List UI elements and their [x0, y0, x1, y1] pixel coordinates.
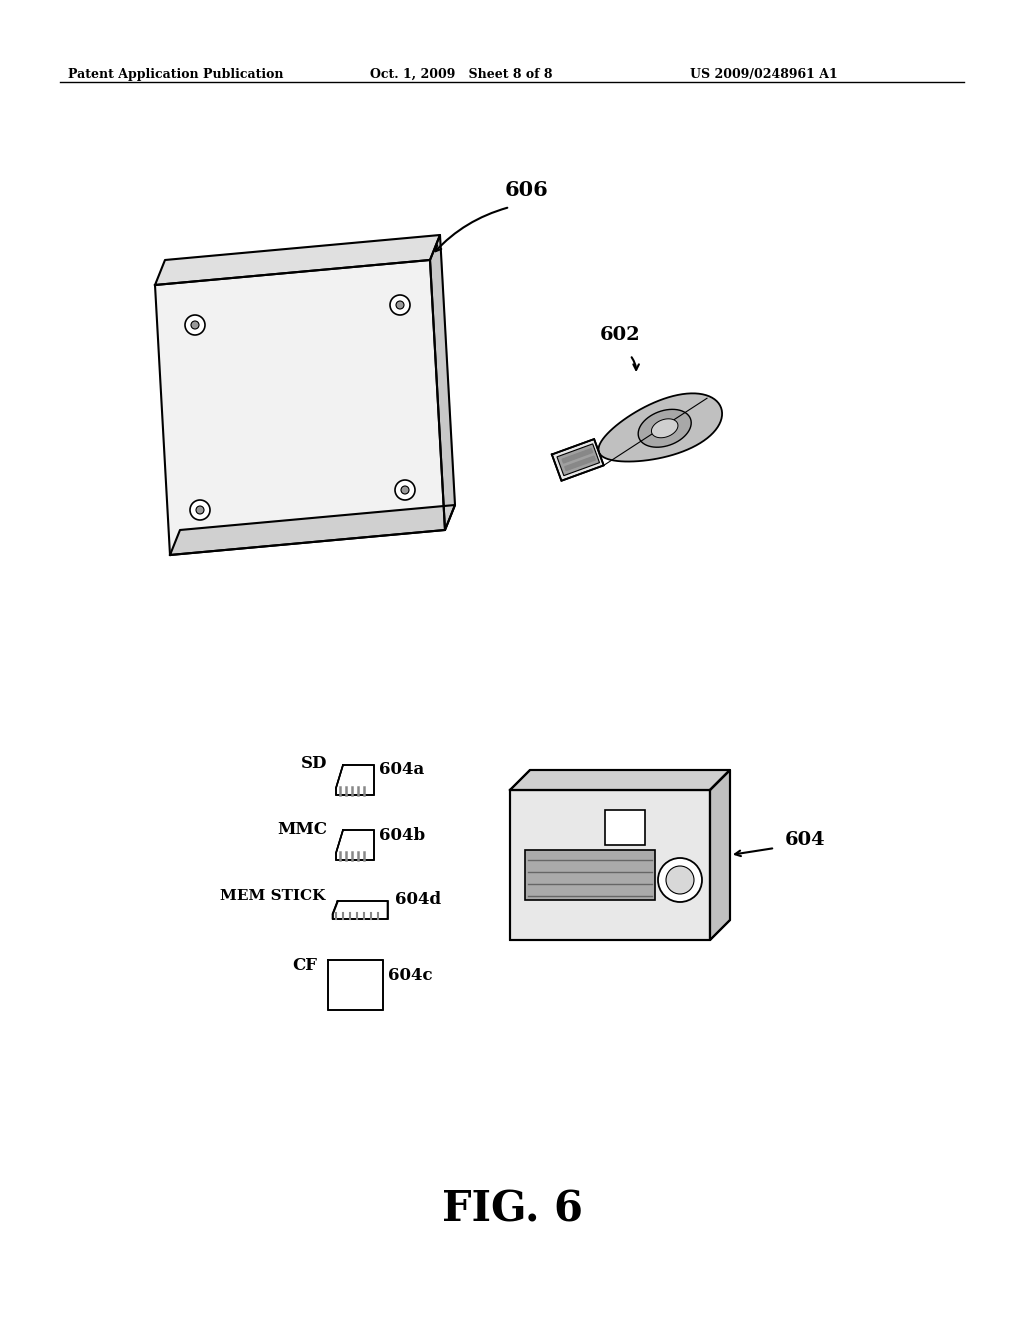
Circle shape [658, 858, 702, 902]
Circle shape [396, 301, 404, 309]
Circle shape [185, 315, 205, 335]
Text: US 2009/0248961 A1: US 2009/0248961 A1 [690, 69, 838, 81]
Polygon shape [510, 789, 710, 940]
Circle shape [401, 486, 409, 494]
Text: 602: 602 [600, 326, 641, 345]
Circle shape [196, 506, 204, 513]
Text: SD: SD [300, 755, 327, 772]
Text: 604: 604 [785, 832, 825, 849]
Text: 604c: 604c [388, 966, 432, 983]
Polygon shape [651, 418, 678, 438]
Polygon shape [638, 409, 691, 447]
Polygon shape [170, 506, 455, 554]
Polygon shape [525, 850, 655, 900]
Polygon shape [333, 902, 387, 919]
Text: CF: CF [292, 957, 317, 974]
Polygon shape [336, 766, 374, 795]
Polygon shape [336, 830, 374, 861]
Polygon shape [510, 770, 730, 789]
Circle shape [191, 321, 199, 329]
Text: 604a: 604a [379, 762, 424, 779]
Text: 606: 606 [505, 180, 549, 201]
Circle shape [190, 500, 210, 520]
Text: 604d: 604d [395, 891, 441, 908]
Text: MMC: MMC [278, 821, 327, 837]
Polygon shape [598, 393, 722, 462]
Polygon shape [552, 440, 604, 480]
Text: Oct. 1, 2009   Sheet 8 of 8: Oct. 1, 2009 Sheet 8 of 8 [370, 69, 553, 81]
Polygon shape [565, 457, 595, 470]
Circle shape [395, 480, 415, 500]
Text: 604b: 604b [379, 826, 425, 843]
Circle shape [666, 866, 694, 894]
Polygon shape [155, 235, 440, 285]
Polygon shape [562, 449, 593, 463]
Circle shape [390, 294, 410, 315]
Polygon shape [605, 810, 645, 845]
Text: FIG. 6: FIG. 6 [441, 1189, 583, 1232]
Polygon shape [710, 770, 730, 940]
Polygon shape [430, 235, 455, 531]
Polygon shape [155, 260, 445, 554]
Polygon shape [557, 444, 599, 475]
Text: MEM STICK: MEM STICK [219, 888, 325, 903]
Text: Patent Application Publication: Patent Application Publication [68, 69, 284, 81]
Polygon shape [328, 960, 383, 1010]
